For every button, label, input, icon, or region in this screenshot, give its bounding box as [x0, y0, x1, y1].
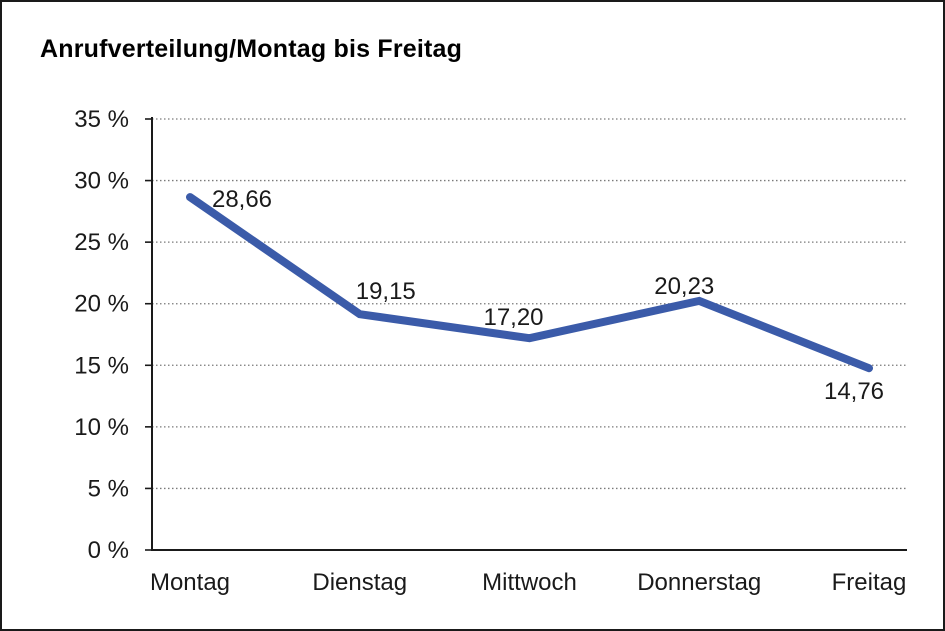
y-axis-label: 20 %	[74, 291, 129, 318]
y-axis-ticks-group	[145, 118, 152, 551]
y-axis-label: 25 %	[74, 229, 129, 256]
x-axis-label: Donnerstag	[637, 569, 761, 596]
chart-title: Anrufverteilung/Montag bis Freitag	[40, 35, 463, 63]
y-axis-label: 35 %	[74, 106, 129, 133]
x-axis-labels-group: Montag Dienstag Mittwoch Donnerstag Freitag	[150, 569, 906, 596]
y-axis-label: 5 %	[88, 475, 129, 502]
point-value-label: 19,15	[356, 278, 416, 305]
y-axis-label: 0 %	[88, 537, 129, 564]
y-axis-labels-group: 0 % 5 % 10 % 15 % 20 % 25 % 30 % 35 %	[74, 106, 129, 564]
point-value-label: 14,76	[824, 378, 884, 405]
gridlines-group	[152, 118, 907, 490]
x-axis-label: Mittwoch	[482, 569, 577, 596]
x-axis-label: Dienstag	[312, 569, 407, 596]
x-axis-label: Freitag	[832, 569, 907, 596]
x-axis-label: Montag	[150, 569, 230, 596]
y-axis-label: 10 %	[74, 414, 129, 441]
point-value-label: 17,20	[483, 304, 543, 331]
point-labels-group: 28,66 19,15 17,20 20,23 14,76	[212, 186, 884, 405]
point-value-label: 20,23	[654, 273, 714, 300]
y-axis-label: 15 %	[74, 352, 129, 379]
data-series-line	[186, 193, 873, 373]
point-value-label: 28,66	[212, 186, 272, 213]
y-axis-label: 30 %	[74, 168, 129, 195]
